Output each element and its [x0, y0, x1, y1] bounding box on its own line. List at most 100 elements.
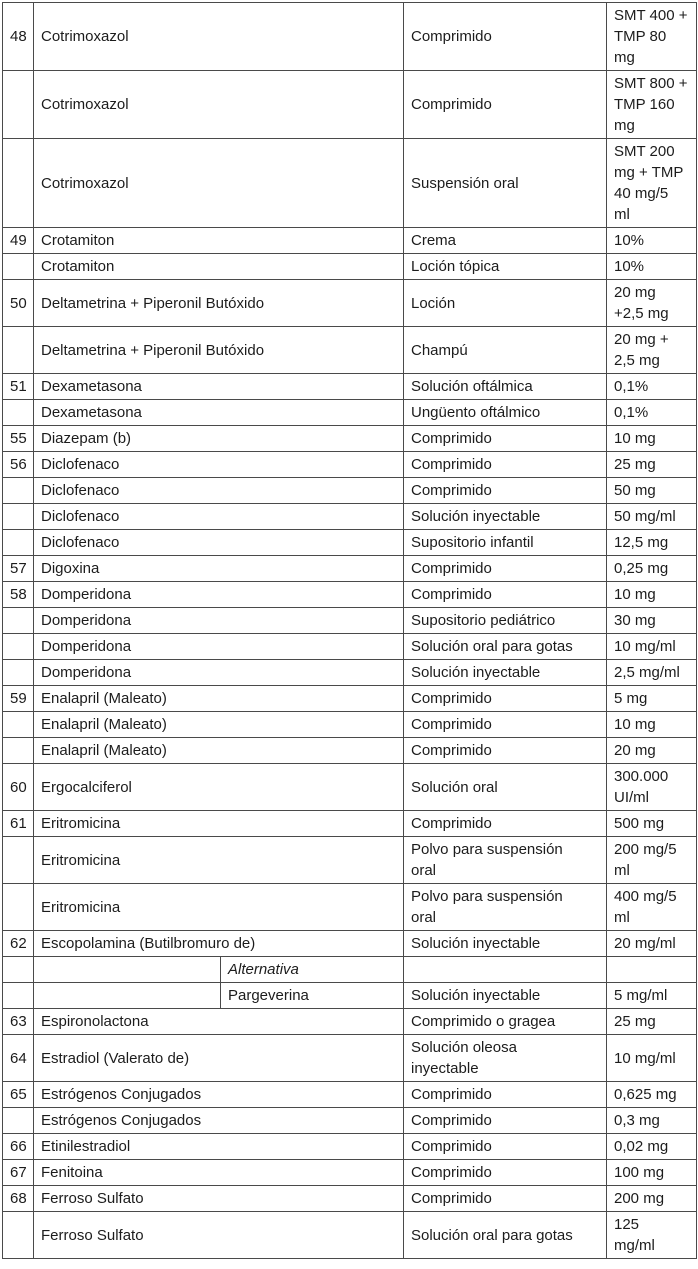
row-number-cell: [2, 529, 34, 556]
table-row: Domperidona Supositorio pediátrico 30 mg: [2, 607, 697, 634]
dose-cell: 2,5 mg/ml: [606, 659, 697, 686]
drug-name-cell: Domperidona: [33, 607, 404, 634]
table-row: Deltametrina + Piperonil Butóxido Champú 2…: [2, 326, 697, 374]
row-number-cell: 64: [2, 1034, 34, 1082]
drug-name-cell: Ferroso Sulfato: [33, 1185, 404, 1212]
row-number-cell: 57: [2, 555, 34, 582]
drug-name-cell: Cotrimoxazol: [33, 2, 404, 71]
table-row: 63 Espironolactona Comprimido o gragea 25 m…: [2, 1008, 697, 1035]
table-row: 49 Crotamiton Crema 10%: [2, 227, 697, 254]
form-cell: Ungüento oftálmico: [403, 399, 607, 426]
form-cell: Comprimido: [403, 425, 607, 452]
row-number-cell: [2, 607, 34, 634]
table-row: Enalapril (Maleato) Comprimido 20 mg: [2, 737, 697, 764]
table-row: Cotrimoxazol Suspensión oral SMT 200 mg + …: [2, 138, 697, 228]
row-number-cell: [2, 477, 34, 504]
form-cell: [403, 956, 607, 983]
row-number-cell: 61: [2, 810, 34, 837]
dose-cell: 10 mg: [606, 425, 697, 452]
row-number-cell: [2, 1211, 34, 1259]
row-number-cell: [2, 711, 34, 738]
row-number-cell: 60: [2, 763, 34, 811]
row-number-cell: 49: [2, 227, 34, 254]
form-cell: Comprimido: [403, 1185, 607, 1212]
table-row: 59 Enalapril (Maleato) Comprimido 5 mg: [2, 685, 697, 712]
dose-cell: 400 mg/5 ml: [606, 883, 697, 931]
row-number-cell: 65: [2, 1081, 34, 1108]
dose-cell: 5 mg/ml: [606, 982, 697, 1009]
form-cell: Comprimido: [403, 711, 607, 738]
row-number-cell: [2, 138, 34, 228]
row-number-cell: [2, 399, 34, 426]
table-row: Diclofenaco Supositorio infantil 12,5 mg: [2, 529, 697, 556]
drug-name-cell: Digoxina: [33, 555, 404, 582]
form-cell: Supositorio pediátrico: [403, 607, 607, 634]
form-cell: Comprimido: [403, 1081, 607, 1108]
dose-cell: 0,02 mg: [606, 1133, 697, 1160]
row-number-cell: [2, 836, 34, 884]
drug-name-cell: Crotamiton: [33, 253, 404, 280]
row-number-cell: [2, 503, 34, 530]
drug-name-spacer-cell: [33, 956, 221, 983]
table-row: Eritromicina Polvo para suspensión oral 20…: [2, 836, 697, 884]
form-cell: Comprimido: [403, 451, 607, 478]
form-cell: Comprimido: [403, 737, 607, 764]
dose-cell: 0,625 mg: [606, 1081, 697, 1108]
dose-cell: 10 mg: [606, 711, 697, 738]
dose-cell: 50 mg/ml: [606, 503, 697, 530]
form-cell: Solución oral para gotas: [403, 633, 607, 660]
form-cell: Solución inyectable: [403, 982, 607, 1009]
drug-name-cell: Enalapril (Maleato): [33, 737, 404, 764]
dose-cell: 10%: [606, 253, 697, 280]
table-row: Eritromicina Polvo para suspensión oral 40…: [2, 883, 697, 931]
drug-name-cell: Espironolactona: [33, 1008, 404, 1035]
form-cell: Comprimido o gragea: [403, 1008, 607, 1035]
form-cell: Solución oleosa inyectable: [403, 1034, 607, 1082]
table-row: Dexametasona Ungüento oftálmico 0,1%: [2, 399, 697, 426]
form-cell: Polvo para suspensión oral: [403, 836, 607, 884]
form-cell: Supositorio infantil: [403, 529, 607, 556]
drug-name-cell: Fenitoina: [33, 1159, 404, 1186]
alternative-name-cell: Pargeverina: [220, 982, 404, 1009]
table-row: 66 Etinilestradiol Comprimido 0,02 mg: [2, 1133, 697, 1160]
drug-name-cell: Enalapril (Maleato): [33, 685, 404, 712]
table-row: Estrógenos Conjugados Comprimido 0,3 mg: [2, 1107, 697, 1134]
table-row: 50 Deltametrina + Piperonil Butóxido Loció…: [2, 279, 697, 327]
form-cell: Comprimido: [403, 1107, 607, 1134]
drug-name-cell: Diclofenaco: [33, 451, 404, 478]
dose-cell: 125 mg/ml: [606, 1211, 697, 1259]
form-cell: Solución oftálmica: [403, 373, 607, 400]
table-row: 48 Cotrimoxazol Comprimido SMT 400 + TMP 80…: [2, 2, 697, 71]
table-row: 51 Dexametasona Solución oftálmica 0,1%: [2, 373, 697, 400]
row-number-cell: 56: [2, 451, 34, 478]
drug-name-cell: Ferroso Sulfato: [33, 1211, 404, 1259]
form-cell: Comprimido: [403, 477, 607, 504]
form-cell: Solución oral: [403, 763, 607, 811]
form-cell: Comprimido: [403, 581, 607, 608]
row-number-cell: [2, 659, 34, 686]
row-number-cell: 62: [2, 930, 34, 957]
row-number-cell: 66: [2, 1133, 34, 1160]
table-row: 68 Ferroso Sulfato Comprimido 200 mg: [2, 1185, 697, 1212]
drug-name-cell: Estrógenos Conjugados: [33, 1107, 404, 1134]
table-row: Pargeverina Solución inyectable 5 mg/ml: [2, 982, 697, 1009]
dose-cell: 10 mg/ml: [606, 633, 697, 660]
form-cell: Loción: [403, 279, 607, 327]
drug-name-cell: Crotamiton: [33, 227, 404, 254]
row-number-cell: [2, 633, 34, 660]
table-row: Cotrimoxazol Comprimido SMT 800 + TMP 160 …: [2, 70, 697, 139]
row-number-cell: 50: [2, 279, 34, 327]
dose-cell: [606, 956, 697, 983]
form-cell: Solución inyectable: [403, 503, 607, 530]
drug-name-spacer-cell: [33, 982, 221, 1009]
alternative-name-cell: Alternativa: [220, 956, 404, 983]
drug-name-cell: Estrógenos Conjugados: [33, 1081, 404, 1108]
drug-name-cell: Cotrimoxazol: [33, 70, 404, 139]
drug-name-cell: Diclofenaco: [33, 503, 404, 530]
dose-cell: 30 mg: [606, 607, 697, 634]
drug-name-cell: Deltametrina + Piperonil Butóxido: [33, 279, 404, 327]
table-row: Crotamiton Loción tópica 10%: [2, 253, 697, 280]
form-cell: Polvo para suspensión oral: [403, 883, 607, 931]
table-row: Enalapril (Maleato) Comprimido 10 mg: [2, 711, 697, 738]
